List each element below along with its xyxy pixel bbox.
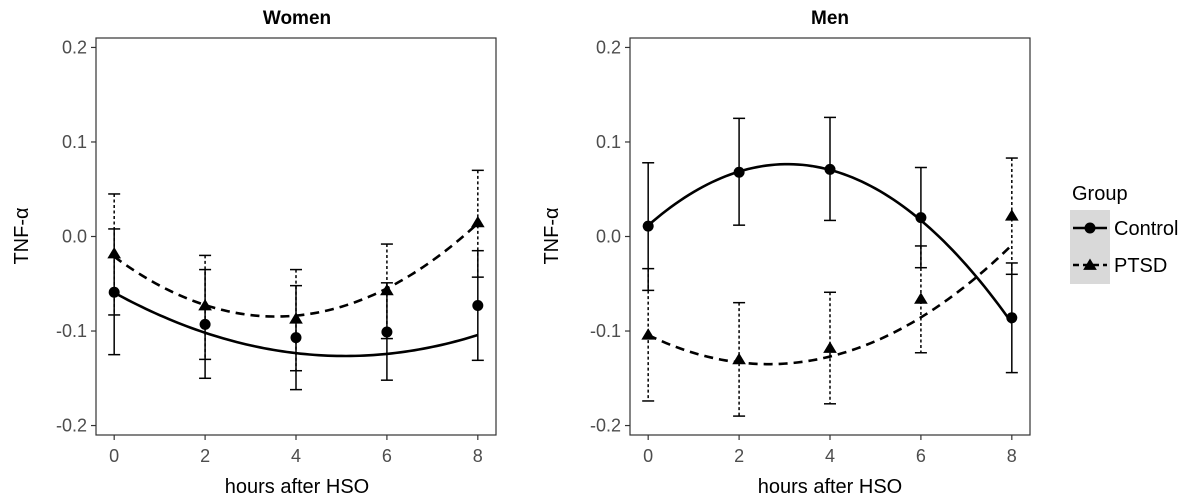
error-bar-men-ptsd-4 bbox=[1005, 157, 1018, 276]
y-tick-label-men-4: -0.2 bbox=[590, 416, 621, 436]
point-women-control-4 bbox=[472, 300, 484, 312]
point-women-ptsd-1 bbox=[198, 299, 212, 311]
x-tick-label-women-4: 8 bbox=[473, 446, 483, 466]
x-tick-label-men-2: 4 bbox=[825, 446, 835, 466]
x-tick-label-men-3: 6 bbox=[916, 446, 926, 466]
point-men-control-1 bbox=[733, 166, 745, 178]
error-bar-women-ptsd-4 bbox=[471, 169, 484, 278]
x-axis-title-women: hours after HSO bbox=[225, 476, 370, 498]
point-men-ptsd-3 bbox=[914, 292, 928, 304]
point-men-ptsd-0 bbox=[641, 328, 656, 340]
y-tick-label-women-4: -0.2 bbox=[56, 416, 87, 436]
point-men-control-2 bbox=[824, 163, 836, 175]
y-tick-label-women-0: 0.2 bbox=[62, 37, 87, 57]
error-bar-men-ptsd-3 bbox=[914, 245, 927, 354]
point-women-ptsd-2 bbox=[289, 312, 303, 324]
point-women-ptsd-4 bbox=[470, 215, 485, 228]
panel-men: Men 0.2 0.1 0.0 -0.1 -0.2 0 2 4 6 8 hours after … bbox=[541, 8, 1031, 498]
series-men-control bbox=[642, 116, 1018, 374]
series-women-ptsd bbox=[107, 169, 485, 372]
fit-line-men-ptsd bbox=[647, 244, 1013, 366]
x-tick-label-men-1: 2 bbox=[734, 446, 744, 466]
point-men-ptsd-1 bbox=[732, 352, 746, 365]
x-tick-label-men-4: 8 bbox=[1007, 446, 1017, 466]
error-bar-women-ptsd-0 bbox=[108, 193, 121, 316]
y-tick-label-men-3: -0.1 bbox=[590, 321, 621, 341]
x-tick-label-women-3: 6 bbox=[382, 446, 392, 466]
point-women-control-0 bbox=[108, 286, 120, 298]
panel-title-women: Women bbox=[263, 8, 331, 29]
legend: Group Control PTSD bbox=[1070, 183, 1178, 284]
y-tick-label-men-1: 0.1 bbox=[596, 132, 621, 152]
y-tick-label-women-1: 0.1 bbox=[62, 132, 87, 152]
point-women-ptsd-3 bbox=[380, 283, 394, 296]
point-men-control-3 bbox=[915, 212, 927, 224]
legend-label-control: Control bbox=[1114, 218, 1178, 240]
point-women-ptsd-0 bbox=[107, 247, 122, 259]
point-men-control-4 bbox=[1006, 312, 1018, 324]
y-axis-title-women: TNF-α bbox=[11, 207, 33, 264]
legend-key-ptsd bbox=[1073, 258, 1107, 270]
panel-women: Women 0.2 0.1 0.0 -0.1 -0.2 0 2 4 6 8 hours afte… bbox=[11, 8, 497, 498]
point-men-ptsd-4 bbox=[1004, 209, 1019, 221]
legend-key-control bbox=[1073, 222, 1107, 234]
x-tick-label-women-0: 0 bbox=[109, 446, 119, 466]
point-women-control-3 bbox=[381, 326, 393, 338]
y-tick-label-women-3: -0.1 bbox=[56, 321, 87, 341]
series-men-ptsd bbox=[641, 157, 1019, 417]
legend-title: Group bbox=[1072, 183, 1128, 205]
x-tick-label-women-2: 4 bbox=[291, 446, 301, 466]
point-men-ptsd-2 bbox=[823, 341, 837, 353]
panel-title-men: Men bbox=[811, 8, 849, 29]
y-tick-label-women-2: 0.0 bbox=[62, 227, 87, 247]
x-tick-label-women-1: 2 bbox=[200, 446, 210, 466]
y-axis-title-men: TNF-α bbox=[541, 207, 563, 264]
x-axis-title-men: hours after HSO bbox=[758, 476, 903, 498]
error-bar-women-ptsd-3 bbox=[380, 243, 393, 340]
point-women-control-1 bbox=[199, 318, 211, 330]
y-tick-label-men-2: 0.0 bbox=[596, 227, 621, 247]
x-tick-label-men-0: 0 bbox=[643, 446, 653, 466]
point-men-control-0 bbox=[642, 220, 654, 232]
y-tick-label-men-0: 0.2 bbox=[596, 37, 621, 57]
legend-label-ptsd: PTSD bbox=[1114, 255, 1167, 277]
